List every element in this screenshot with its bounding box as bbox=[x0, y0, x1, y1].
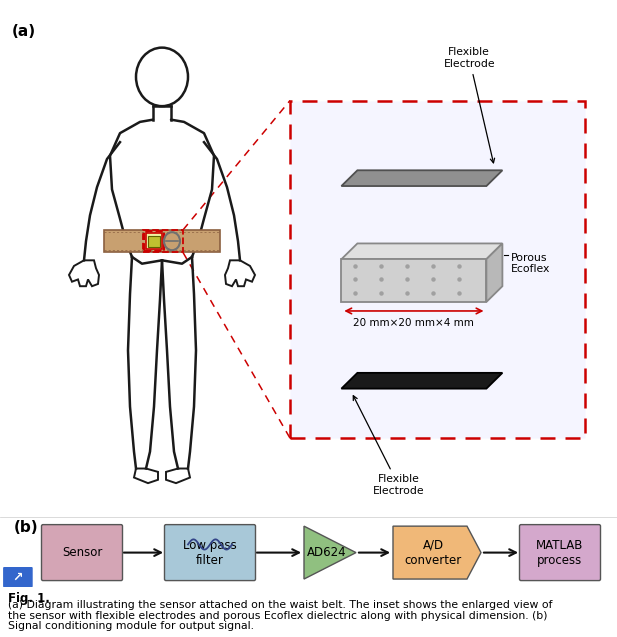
Text: Signal conditioning module for output signal.: Signal conditioning module for output si… bbox=[8, 620, 254, 631]
Polygon shape bbox=[304, 526, 356, 579]
Bar bbox=[146, 233, 162, 249]
Polygon shape bbox=[341, 373, 502, 389]
Text: Low pass
filter: Low pass filter bbox=[183, 539, 237, 566]
Text: 20 mm×20 mm×4 mm: 20 mm×20 mm×4 mm bbox=[354, 318, 474, 327]
Bar bbox=[143, 230, 183, 252]
Text: AD624: AD624 bbox=[307, 546, 347, 559]
FancyBboxPatch shape bbox=[41, 525, 123, 580]
Text: Porous
Ecoflex: Porous Ecoflex bbox=[510, 253, 550, 275]
Text: MATLAB
process: MATLAB process bbox=[536, 539, 584, 566]
Polygon shape bbox=[486, 243, 502, 302]
Text: Fig. 1.: Fig. 1. bbox=[8, 592, 50, 605]
Polygon shape bbox=[341, 243, 502, 259]
Bar bbox=[104, 230, 220, 252]
FancyBboxPatch shape bbox=[520, 525, 600, 580]
Bar bbox=[144, 231, 164, 252]
Polygon shape bbox=[393, 526, 481, 579]
Polygon shape bbox=[341, 259, 486, 302]
FancyBboxPatch shape bbox=[165, 525, 255, 580]
Text: Flexible
Electrode: Flexible Electrode bbox=[354, 396, 424, 496]
Text: the sensor with flexible electrodes and porous Ecoflex dielectric along with phy: the sensor with flexible electrodes and … bbox=[8, 611, 547, 620]
Polygon shape bbox=[341, 170, 502, 186]
Text: (a) Diagram illustrating the sensor attached on the waist belt. The inset shows : (a) Diagram illustrating the sensor atta… bbox=[8, 601, 552, 610]
Bar bbox=[148, 236, 160, 247]
FancyBboxPatch shape bbox=[290, 101, 585, 438]
Text: Sensor: Sensor bbox=[62, 546, 102, 559]
Text: A/D
converter: A/D converter bbox=[404, 539, 462, 566]
FancyBboxPatch shape bbox=[3, 567, 33, 587]
Text: ↗: ↗ bbox=[12, 571, 23, 583]
Text: (b): (b) bbox=[14, 520, 39, 535]
Text: (a): (a) bbox=[12, 24, 36, 39]
Text: Flexible
Electrode: Flexible Electrode bbox=[444, 47, 495, 163]
